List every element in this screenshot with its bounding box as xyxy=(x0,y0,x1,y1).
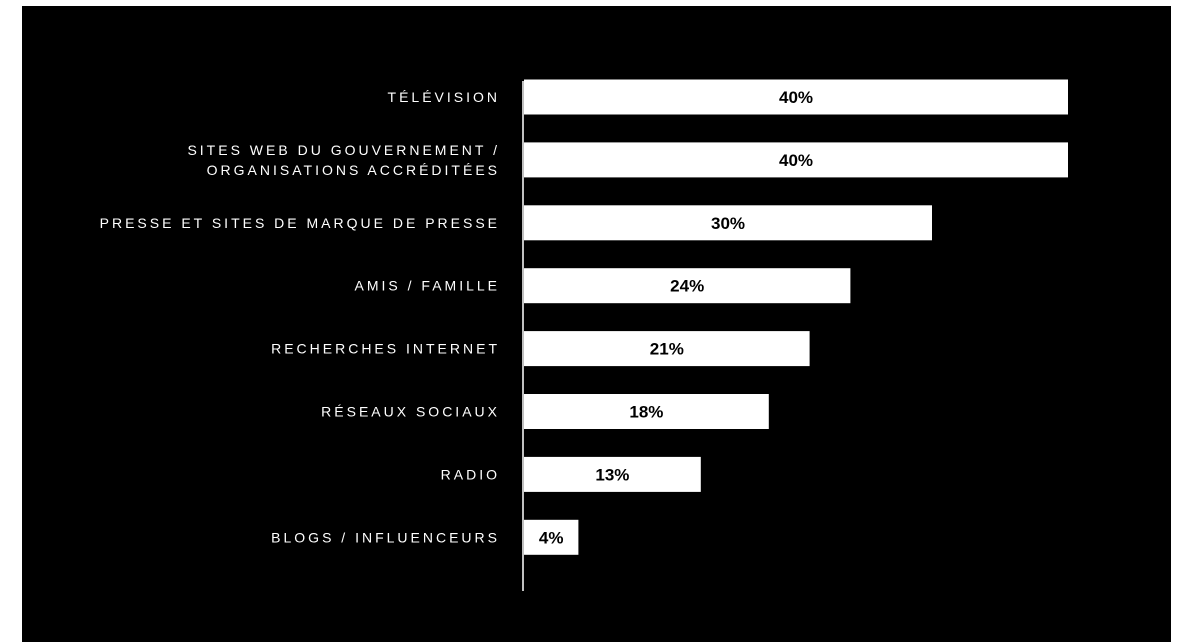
category-label: TÉLÉVISION xyxy=(388,89,500,105)
category-label: BLOGS / INFLUENCEURS xyxy=(271,529,500,545)
bar xyxy=(524,205,932,241)
category-label: AMIS / FAMILLE xyxy=(355,278,500,294)
category-label: ORGANISATIONS ACCRÉDITÉES xyxy=(207,162,500,178)
bar-chart: 40% TÉLÉVISION 40% SITES WEB DU GOUVERNEMEN… xyxy=(100,79,1068,591)
bar-value-label: 30% xyxy=(711,214,745,233)
bar xyxy=(524,268,851,304)
category-label: PRESSE ET SITES DE MARQUE DE PRESSE xyxy=(100,215,500,231)
bar xyxy=(524,79,1068,115)
bar xyxy=(524,142,1068,178)
bar-value-label: 40% xyxy=(779,88,813,107)
bar xyxy=(524,519,579,555)
bar xyxy=(524,456,701,492)
bar-value-label: 24% xyxy=(670,277,704,296)
bar xyxy=(524,331,810,367)
bar xyxy=(524,394,769,429)
bar-value-label: 40% xyxy=(779,151,813,170)
category-label: SITES WEB DU GOUVERNEMENT / xyxy=(187,142,500,158)
category-label: RECHERCHES INTERNET xyxy=(271,341,500,357)
bar-value-label: 18% xyxy=(629,403,663,422)
bar-value-label: 13% xyxy=(595,465,629,484)
category-label: RÉSEAUX SOCIAUX xyxy=(321,404,500,420)
bar-value-label: 21% xyxy=(650,340,684,359)
category-label: RADIO xyxy=(441,466,500,482)
bar-value-label: 4% xyxy=(539,528,564,547)
chart-panel: 40% TÉLÉVISION 40% SITES WEB DU GOUVERNEMEN… xyxy=(22,6,1171,642)
